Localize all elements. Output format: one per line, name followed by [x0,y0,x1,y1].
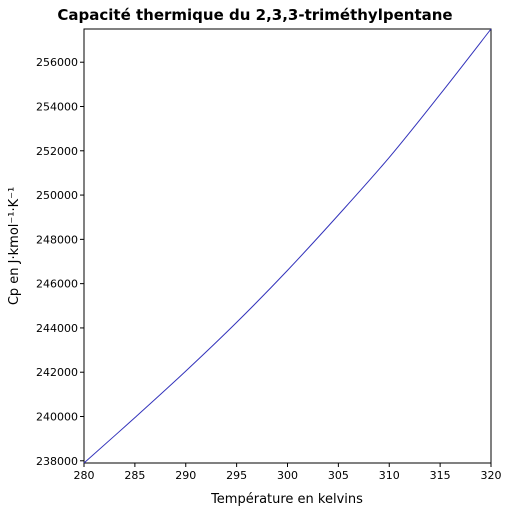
y-tick-label: 256000 [36,56,78,69]
y-tick-label: 244000 [36,322,78,335]
y-tick-label: 254000 [36,101,78,114]
y-tick-label: 250000 [36,189,78,202]
chart-title: Capacité thermique du 2,3,3-triméthylpen… [57,6,452,24]
y-axis-label: Cp en J·kmol⁻¹·K⁻¹ [7,187,22,305]
y-tick-label: 242000 [36,366,78,379]
y-tick-label: 248000 [36,233,78,246]
x-axis-ticks: 280 285 290 295 300 305 310 315 320 [74,463,502,482]
x-tick-label: 280 [74,469,95,482]
series-layer [83,28,492,464]
x-tick-label: 315 [430,469,451,482]
x-tick-label: 290 [175,469,196,482]
series-line [83,28,492,464]
y-axis-ticks: 238000 240000 242000 244000 246000 248000 2500… [36,56,84,468]
x-tick-label: 285 [124,469,145,482]
x-tick-label: 320 [481,469,502,482]
y-tick-label: 240000 [36,411,78,424]
x-tick-label: 305 [328,469,349,482]
y-tick-label: 252000 [36,145,78,158]
x-tick-label: 300 [277,469,298,482]
x-tick-label: 310 [379,469,400,482]
y-tick-label: 246000 [36,278,78,291]
x-axis-label: Température en kelvins [210,492,363,507]
x-tick-label: 295 [226,469,247,482]
y-tick-label: 238000 [36,455,78,468]
